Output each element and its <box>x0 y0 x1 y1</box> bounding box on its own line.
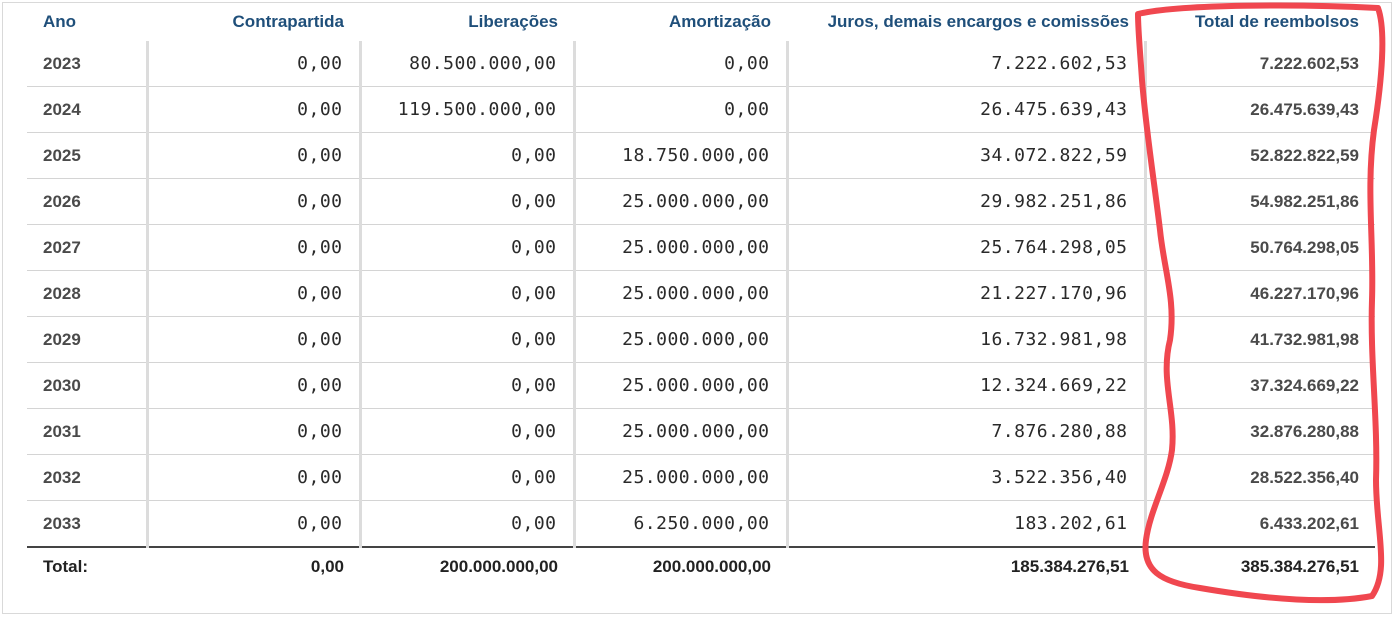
cell-juros: 16.732.981,98 <box>785 316 1145 363</box>
table-row: 2024 0,00 119.500.000,00 0,00 26.475.639,43 2… <box>27 86 1375 133</box>
cell-total-reembolsos: 41.732.981,98 <box>1143 316 1375 363</box>
header-total-reembolsos[interactable]: Total de reembolsos <box>1194 12 1359 31</box>
table-row: 2028 0,00 0,00 25.000.000,00 21.227.170,96 46… <box>27 270 1375 317</box>
cell-amortizacao: 0,00 <box>572 41 787 87</box>
cell-amortizacao: 25.000.000,00 <box>572 454 787 501</box>
cell-contrapartida: 0,00 <box>145 86 360 133</box>
cell-contrapartida: 0,00 <box>145 500 360 547</box>
cell-juros: 7.222.602,53 <box>785 41 1145 87</box>
cell-ano: 2030 <box>27 362 147 409</box>
cell-ano: 2028 <box>27 270 147 317</box>
cell-total-reembolsos: 52.822.822,59 <box>1143 132 1375 179</box>
cell-contrapartida: 0,00 <box>145 362 360 409</box>
cell-total-reembolsos: 54.982.251,86 <box>1143 178 1375 225</box>
table-row: 2023 0,00 80.500.000,00 0,00 7.222.602,53 7.2… <box>27 41 1375 87</box>
cell-ano: 2024 <box>27 86 147 133</box>
cell-contrapartida: 0,00 <box>145 178 360 225</box>
table-row: 2027 0,00 0,00 25.000.000,00 25.764.298,05 50… <box>27 224 1375 271</box>
cell-total-reembolsos: 7.222.602,53 <box>1143 41 1375 87</box>
cell-juros: 34.072.822,59 <box>785 132 1145 179</box>
cell-ano: 2027 <box>27 224 147 271</box>
cell-contrapartida: 0,00 <box>145 454 360 501</box>
cell-amortizacao: 25.000.000,00 <box>572 270 787 317</box>
reimbursement-table: Ano Contrapartida Liberações Amortização… <box>27 3 1375 586</box>
table-row: 2033 0,00 0,00 6.250.000,00 183.202,61 6.433.… <box>27 500 1375 547</box>
cell-amortizacao: 25.000.000,00 <box>572 178 787 225</box>
cell-liberacoes: 80.500.000,00 <box>358 41 574 87</box>
cell-contrapartida: 0,00 <box>145 224 360 271</box>
cell-liberacoes: 119.500.000,00 <box>358 86 574 133</box>
cell-juros: 29.982.251,86 <box>785 178 1145 225</box>
cell-ano: 2032 <box>27 454 147 501</box>
total-juros: 185.384.276,51 <box>787 546 1145 586</box>
table-row: 2030 0,00 0,00 25.000.000,00 12.324.669,22 37… <box>27 362 1375 409</box>
cell-liberacoes: 0,00 <box>358 178 574 225</box>
cell-ano: 2033 <box>43 513 81 533</box>
header-ano[interactable]: Ano <box>43 12 77 31</box>
cell-liberacoes: 0,00 <box>358 408 574 455</box>
total-amortizacao: 200.000.000,00 <box>574 546 787 586</box>
total-contrapartida: 0,00 <box>147 546 360 586</box>
cell-amortizacao: 25.000.000,00 <box>572 224 787 271</box>
cell-amortizacao: 25.000.000,00 <box>572 408 787 455</box>
cell-contrapartida: 0,00 <box>145 408 360 455</box>
cell-amortizacao: 18.750.000,00 <box>572 132 787 179</box>
total-reembolsos: 385.384.276,51 <box>1145 546 1375 586</box>
cell-total-reembolsos: 50.764.298,05 <box>1143 224 1375 271</box>
cell-ano: 2026 <box>27 178 147 225</box>
cell-juros: 7.876.280,88 <box>785 408 1145 455</box>
header-juros[interactable]: Juros, demais encargos e comissões <box>827 12 1129 31</box>
cell-contrapartida: 0,00 <box>145 316 360 363</box>
cell-liberacoes: 0,00 <box>358 270 574 317</box>
cell-juros: 183.202,61 <box>785 500 1145 547</box>
cell-amortizacao: 6.250.000,00 <box>572 500 787 547</box>
cell-amortizacao: 25.000.000,00 <box>572 316 787 363</box>
cell-total-reembolsos: 6.433.202,61 <box>1143 500 1375 547</box>
cell-total-reembolsos: 32.876.280,88 <box>1143 408 1375 455</box>
cell-amortizacao: 0,00 <box>572 86 787 133</box>
table-row: 2025 0,00 0,00 18.750.000,00 34.072.822,59 52… <box>27 132 1375 179</box>
cell-ano: 2031 <box>27 408 147 455</box>
cell-liberacoes: 0,00 <box>358 362 574 409</box>
cell-ano: 2025 <box>27 132 147 179</box>
table-row: 2032 0,00 0,00 25.000.000,00 3.522.356,40 28.… <box>27 454 1375 501</box>
cell-amortizacao: 25.000.000,00 <box>572 362 787 409</box>
totals-label: Total: <box>27 546 147 586</box>
cell-juros: 3.522.356,40 <box>785 454 1145 501</box>
table-row: 2031 0,00 0,00 25.000.000,00 7.876.280,88 32.… <box>27 408 1375 455</box>
cell-juros: 12.324.669,22 <box>785 362 1145 409</box>
totals-row: Total: 0,00 200.000.000,00 200.000.000,0… <box>27 546 1375 586</box>
cell-liberacoes: 0,00 <box>358 132 574 179</box>
cell-juros: 21.227.170,96 <box>785 270 1145 317</box>
cell-total-reembolsos: 26.475.639,43 <box>1143 86 1375 133</box>
cell-contrapartida: 0,00 <box>145 41 360 87</box>
table-header-row: Ano Contrapartida Liberações Amortização… <box>27 3 1375 41</box>
cell-total-reembolsos: 46.227.170,96 <box>1143 270 1375 317</box>
header-amortizacao[interactable]: Amortização <box>668 12 771 31</box>
cell-juros: 25.764.298,05 <box>785 224 1145 271</box>
header-contrapartida[interactable]: Contrapartida <box>232 12 344 31</box>
table-body: 2023 0,00 80.500.000,00 0,00 7.222.602,53 7.2… <box>27 41 1375 547</box>
cell-liberacoes: 0,00 <box>358 316 574 363</box>
total-liberacoes: 200.000.000,00 <box>360 546 574 586</box>
header-liberacoes[interactable]: Liberações <box>468 12 558 31</box>
cell-total-reembolsos: 37.324.669,22 <box>1143 362 1375 409</box>
cell-ano: 2029 <box>27 316 147 363</box>
cell-liberacoes: 0,00 <box>358 500 574 547</box>
cell-contrapartida: 0,00 <box>145 132 360 179</box>
table-row: 2029 0,00 0,00 25.000.000,00 16.732.981,98 41… <box>27 316 1375 363</box>
cell-total-reembolsos: 28.522.356,40 <box>1143 454 1375 501</box>
cell-contrapartida: 0,00 <box>145 270 360 317</box>
cell-liberacoes: 0,00 <box>358 454 574 501</box>
cell-ano: 2023 <box>27 41 147 87</box>
cell-liberacoes: 0,00 <box>358 224 574 271</box>
table-row: 2026 0,00 0,00 25.000.000,00 29.982.251,86 54… <box>27 178 1375 225</box>
cell-juros: 26.475.639,43 <box>785 86 1145 133</box>
